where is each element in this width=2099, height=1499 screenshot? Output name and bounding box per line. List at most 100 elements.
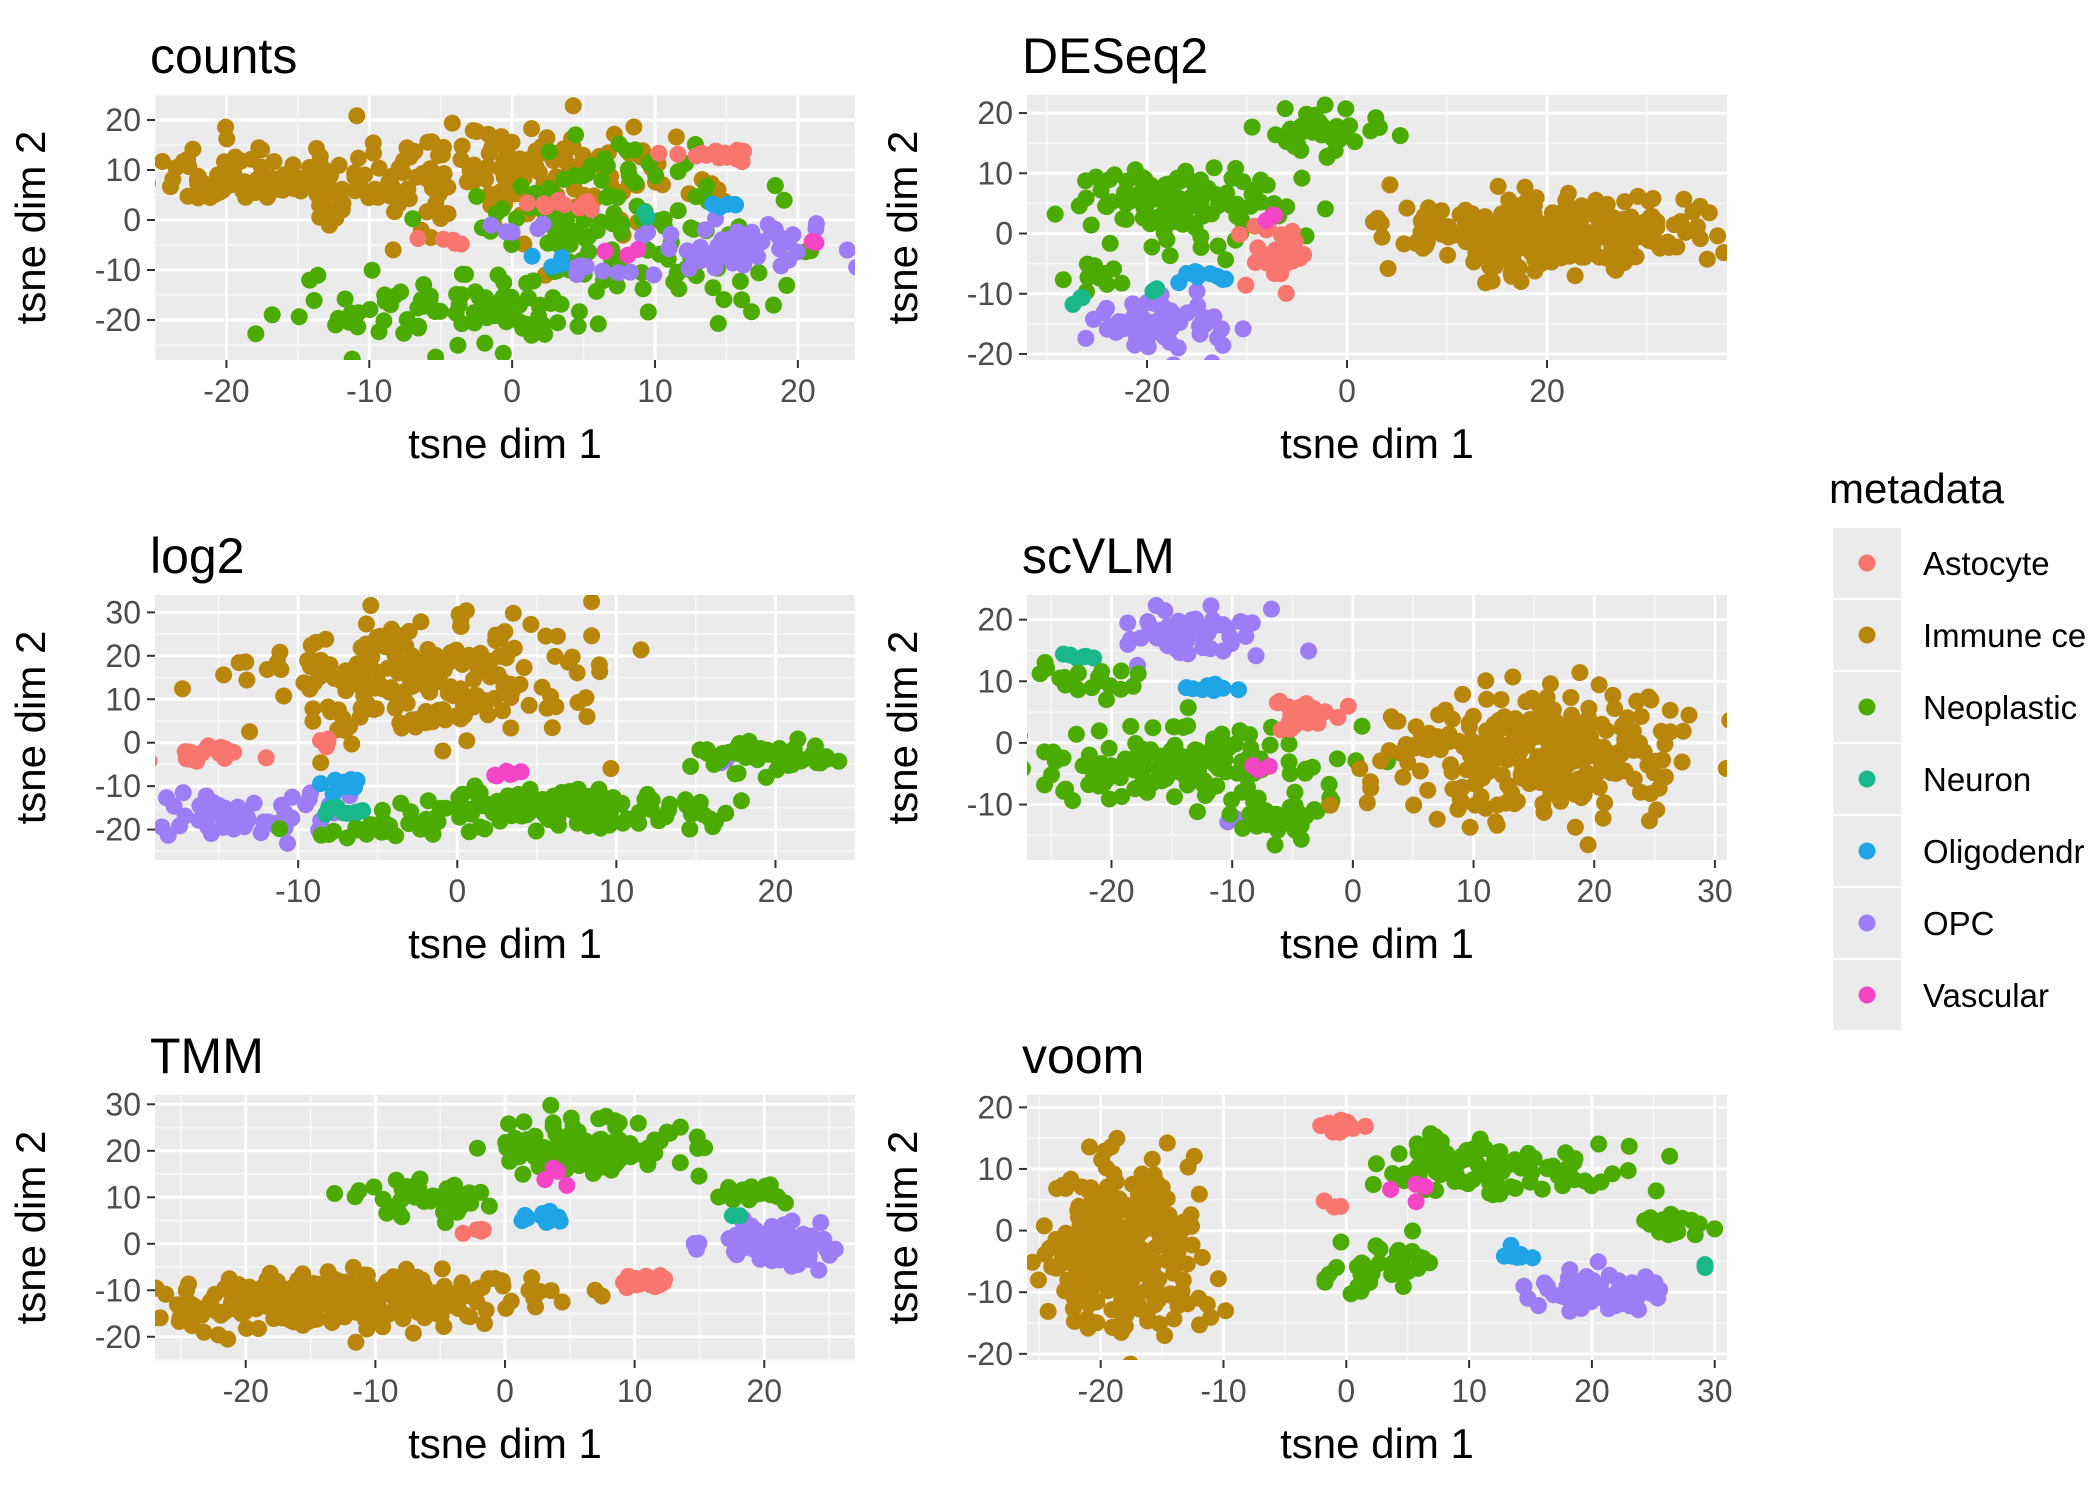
point-immune-ce: [1629, 187, 1647, 205]
point-immune-ce: [1419, 199, 1437, 217]
point-immune-ce: [157, 1285, 175, 1303]
point-immune-ce: [1551, 785, 1569, 803]
point-immune-ce: [1351, 760, 1369, 778]
x-axis-label: tsne dim 1: [408, 1420, 602, 1467]
point-neoplastic: [1100, 790, 1118, 808]
point-neoplastic: [1228, 195, 1246, 213]
point-neoplastic: [1179, 699, 1197, 717]
legend-item-opc: OPC: [1833, 888, 1995, 958]
point-astocyte: [637, 1270, 655, 1288]
point-neoplastic: [1221, 805, 1239, 823]
point-immune-ce: [583, 595, 601, 611]
point-neoplastic: [691, 741, 709, 759]
point-oligodendr: [553, 256, 571, 273]
point-neoplastic: [376, 286, 394, 304]
point-immune-ce: [1417, 236, 1435, 254]
point-astocyte: [180, 750, 198, 768]
point-neoplastic: [691, 793, 709, 811]
point-neoplastic: [979, 740, 996, 757]
point-neoplastic: [523, 799, 541, 817]
point-neoplastic: [733, 291, 751, 309]
point-opc: [497, 223, 515, 241]
point-neoplastic: [994, 761, 1011, 778]
point-opc: [237, 814, 255, 832]
point-astocyte: [409, 230, 427, 247]
point-immune-ce: [468, 123, 486, 140]
point-neoplastic: [669, 202, 687, 220]
point-immune-ce: [465, 687, 483, 705]
point-immune-ce: [1133, 1204, 1151, 1222]
point-neoplastic: [1337, 123, 1355, 140]
point-immune-ce: [1133, 1165, 1151, 1183]
point-immune-ce: [1070, 1197, 1088, 1215]
point-immune-ce: [1158, 1134, 1176, 1152]
point-opc: [812, 1214, 830, 1232]
point-neoplastic: [1112, 680, 1130, 698]
point-neoplastic: [1036, 654, 1054, 671]
point-neoplastic: [1090, 269, 1108, 287]
point-neoplastic: [1113, 274, 1131, 292]
point-immune-ce: [1487, 813, 1505, 831]
legend-label: OPC: [1923, 905, 1995, 942]
point-immune-ce: [1461, 818, 1479, 836]
y-tick-label: 10: [105, 152, 141, 188]
point-immune-ce: [1580, 699, 1598, 717]
point-neoplastic: [671, 1154, 689, 1172]
point-neoplastic: [1085, 767, 1103, 785]
point-immune-ce: [384, 241, 402, 259]
point-immune-ce: [590, 656, 608, 674]
point-immune-ce: [355, 701, 373, 719]
point-neoplastic: [1706, 1220, 1724, 1238]
point-vascular: [1407, 1175, 1425, 1193]
point-neoplastic: [670, 280, 688, 298]
point-immune-ce: [1411, 762, 1429, 780]
x-tick-label: 10: [1456, 873, 1492, 909]
point-immune-ce: [1441, 225, 1459, 243]
point-immune-ce: [465, 156, 483, 174]
point-immune-ce: [1078, 1310, 1096, 1328]
point-neoplastic: [1243, 118, 1261, 136]
point-immune-ce: [359, 677, 377, 695]
point-immune-ce: [174, 680, 191, 698]
point-neoplastic: [1227, 735, 1244, 753]
point-neoplastic: [392, 283, 410, 301]
point-immune-ce: [455, 697, 472, 715]
legend-item-immune-ce: Immune ce: [1833, 600, 2086, 670]
point-neoplastic: [566, 1132, 584, 1150]
y-axis-label: tsne dim 2: [879, 131, 926, 325]
point-immune-ce: [543, 719, 561, 737]
point-immune-ce: [258, 188, 276, 206]
point-neoplastic: [549, 314, 567, 332]
point-opc: [759, 216, 777, 233]
point-immune-ce: [1467, 225, 1485, 243]
point-immune-ce: [215, 666, 233, 684]
point-immune-ce: [413, 1284, 431, 1302]
point-opc: [283, 788, 301, 806]
point-neoplastic: [1205, 159, 1223, 177]
point-immune-ce: [1476, 208, 1494, 226]
point-immune-ce: [395, 1304, 413, 1322]
point-immune-ce: [350, 149, 367, 167]
point-immune-ce: [1700, 204, 1718, 222]
point-immune-ce: [199, 1299, 217, 1317]
x-axis-label: tsne dim 1: [1280, 420, 1474, 467]
point-neoplastic: [1188, 803, 1206, 821]
point-oligodendr: [537, 1209, 555, 1227]
legend-label: Neuron: [1923, 761, 2031, 798]
point-immune-ce: [440, 680, 457, 698]
point-opc: [1592, 1276, 1609, 1294]
point-immune-ce: [1035, 1217, 1053, 1235]
point-immune-ce: [390, 159, 408, 177]
x-tick-label: 20: [1529, 373, 1565, 409]
point-opc: [283, 809, 301, 827]
point-immune-ce: [364, 134, 382, 152]
point-opc: [715, 247, 733, 265]
point-immune-ce: [250, 139, 268, 157]
point-immune-ce: [1604, 686, 1622, 704]
point-immune-ce: [602, 760, 620, 777]
point-neoplastic: [1098, 691, 1115, 709]
point-neoplastic: [682, 757, 700, 775]
y-tick-label: 20: [105, 1133, 141, 1169]
point-oligodendr: [1188, 263, 1206, 281]
y-tick-label: -10: [95, 1272, 141, 1308]
